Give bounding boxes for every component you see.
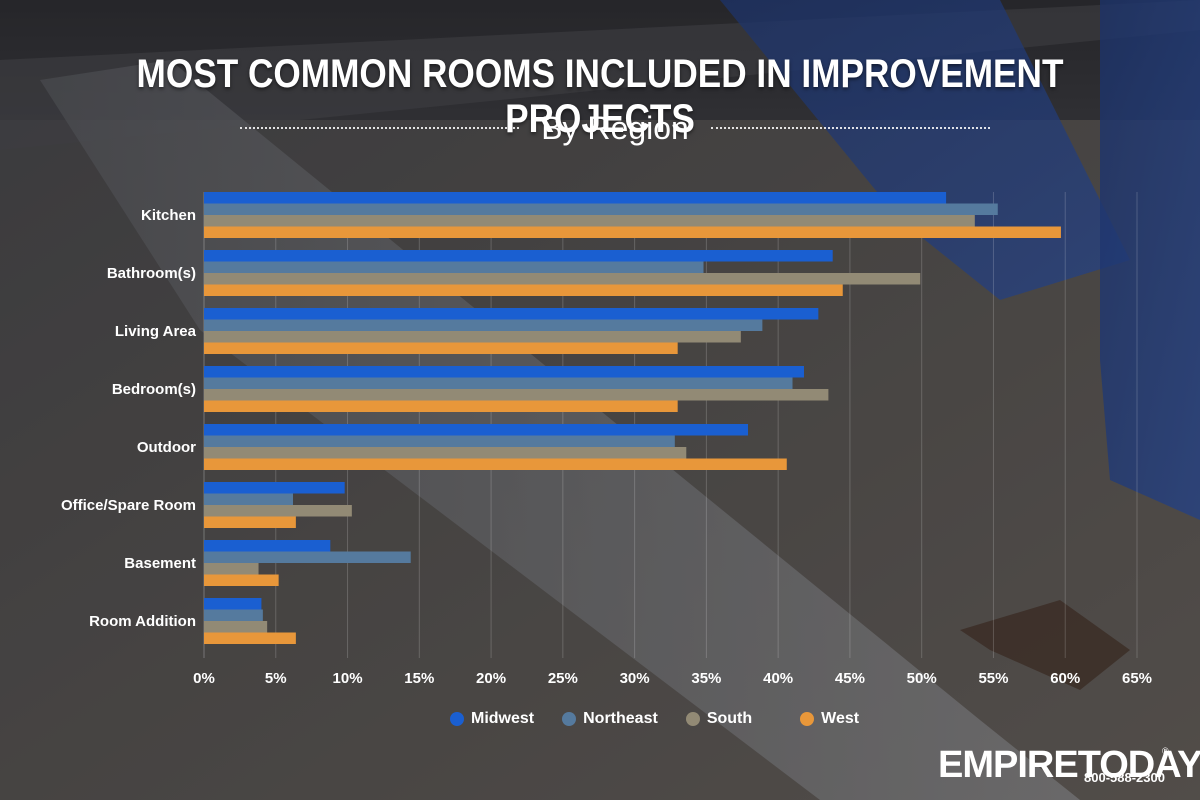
x-tick-label: 60% (1050, 670, 1080, 687)
category-label: Kitchen (141, 207, 196, 224)
bar-south[interactable] (204, 505, 352, 517)
bar-northeast[interactable] (204, 319, 763, 332)
legend-label-northeast: Northeast (583, 710, 658, 727)
bar-midwest[interactable] (204, 366, 804, 378)
bar-south[interactable] (204, 389, 829, 401)
bar-northeast[interactable] (204, 551, 411, 564)
bar-midwest[interactable] (204, 598, 262, 610)
bar-south[interactable] (204, 447, 687, 459)
bar-midwest[interactable] (204, 482, 345, 494)
x-tick-label: 25% (548, 670, 578, 687)
category-labels: Kitchen Bathroom(s) Living Area Bedroom(s) O… (61, 207, 197, 630)
legend: Midwest Northeast South West (450, 708, 887, 730)
bar-south[interactable] (204, 621, 268, 633)
dotted-divider-right (710, 127, 991, 129)
legend-label-south: South (706, 710, 753, 727)
legend-item-south[interactable]: South (685, 710, 753, 728)
bar-northeast[interactable] (204, 609, 263, 622)
category-label: Room Addition (89, 613, 196, 630)
bar-west[interactable] (204, 400, 678, 413)
x-tick-label: 55% (978, 670, 1008, 687)
category-label: Bathroom(s) (107, 265, 196, 282)
bar-midwest[interactable] (204, 424, 749, 436)
bar-northeast[interactable] (204, 203, 998, 216)
bar-northeast[interactable] (204, 493, 293, 506)
legend-swatch-midwest (450, 712, 464, 726)
legend-swatch-south (685, 712, 700, 726)
logo-wordmark: EMPIRETODAY (938, 744, 1200, 786)
dotted-divider-left (240, 127, 520, 129)
x-tick-label: 45% (835, 670, 865, 687)
category-label: Bedroom(s) (112, 381, 196, 398)
category-label: Outdoor (137, 439, 196, 456)
legend-label-west: West (821, 710, 860, 727)
x-tick-label: 5% (265, 670, 287, 687)
bar-west[interactable] (204, 458, 787, 471)
bar-midwest[interactable] (204, 540, 331, 552)
bar-northeast[interactable] (204, 261, 704, 274)
category-label: Basement (124, 555, 196, 572)
bar-west[interactable] (204, 574, 279, 587)
bar-west[interactable] (204, 284, 843, 297)
bar-west[interactable] (204, 226, 1061, 239)
bar-midwest[interactable] (204, 250, 833, 262)
logo-registered-mark: ® (1162, 746, 1169, 756)
bar-west[interactable] (204, 516, 296, 529)
legend-swatch-west (800, 712, 815, 726)
bar-northeast[interactable] (204, 435, 675, 448)
x-tick-labels: 0% 5% 10% 15% 20% 25% 30% 35% 40% 45% 50% 55% 60% 65% (193, 670, 1152, 687)
category-label: Office/Spare Room (61, 497, 196, 514)
bar-south[interactable] (204, 563, 259, 575)
bar-northeast[interactable] (204, 377, 793, 390)
x-tick-label: 40% (763, 670, 793, 687)
legend-item-northeast[interactable]: Northeast (562, 710, 658, 728)
subtitle-row: By Region (240, 108, 991, 148)
empire-today-logo: EMPIRETODAY ® 800-588-2300 (938, 744, 1200, 794)
legend-item-midwest[interactable]: Midwest (450, 710, 534, 728)
x-tick-label: 20% (476, 670, 506, 687)
legend-item-west[interactable]: West (800, 710, 859, 728)
bar-south[interactable] (204, 331, 741, 343)
x-tick-label: 10% (333, 670, 363, 687)
legend-swatch-northeast (562, 712, 577, 726)
bars (204, 192, 1061, 644)
bar-south[interactable] (204, 215, 975, 227)
x-tick-label: 35% (691, 670, 721, 687)
bar-midwest[interactable] (204, 192, 947, 204)
bar-west[interactable] (204, 342, 678, 355)
x-tick-label: 50% (907, 670, 937, 687)
chart-subtitle: By Region (541, 109, 689, 146)
bar-west[interactable] (204, 632, 296, 645)
bar-midwest[interactable] (204, 308, 819, 320)
chart-title: MOST COMMON ROOMS INCLUDED IN IMPROVEMEN… (136, 52, 1064, 141)
bar-south[interactable] (204, 273, 921, 285)
x-tick-label: 30% (620, 670, 650, 687)
logo-phone-number: 800-588-2300 (1084, 770, 1165, 785)
x-tick-label: 15% (404, 670, 434, 687)
category-label: Living Area (115, 323, 197, 340)
legend-label-midwest: Midwest (471, 710, 535, 727)
x-tick-label: 65% (1122, 670, 1152, 687)
x-tick-label: 0% (193, 670, 215, 687)
